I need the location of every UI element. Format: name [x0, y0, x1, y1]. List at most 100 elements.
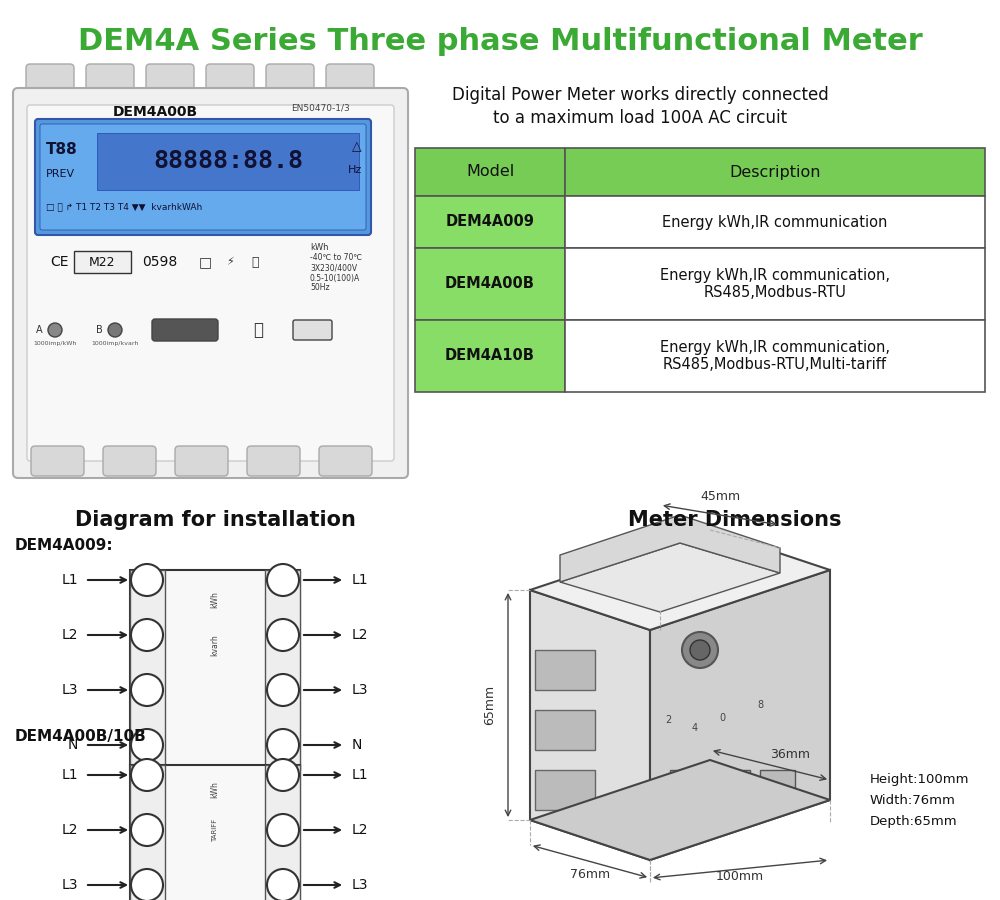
- Text: kWh: kWh: [210, 591, 220, 608]
- Circle shape: [131, 674, 163, 706]
- Bar: [565, 248, 985, 320]
- Circle shape: [131, 619, 163, 651]
- Text: Energy kWh,IR communication,
RS485,Modbus-RTU,Multi-tariff: Energy kWh,IR communication, RS485,Modbu…: [660, 340, 890, 373]
- Text: kWh: kWh: [210, 781, 220, 798]
- Text: Ⓑ: Ⓑ: [251, 256, 259, 268]
- FancyBboxPatch shape: [266, 64, 314, 94]
- Circle shape: [267, 729, 299, 761]
- Circle shape: [682, 632, 718, 668]
- FancyBboxPatch shape: [247, 446, 300, 476]
- Text: 88888:88.8: 88888:88.8: [153, 149, 303, 174]
- Text: N: N: [68, 738, 78, 752]
- FancyBboxPatch shape: [86, 64, 134, 94]
- Text: 《: 《: [253, 321, 263, 339]
- Text: 1000imp/kvarh: 1000imp/kvarh: [91, 341, 139, 346]
- Text: T88: T88: [46, 142, 78, 157]
- Bar: [535, 650, 595, 690]
- Circle shape: [267, 674, 299, 706]
- Bar: [565, 148, 985, 196]
- FancyBboxPatch shape: [97, 133, 359, 190]
- Text: Digital Power Meter works directly connected: Digital Power Meter works directly conne…: [452, 86, 828, 104]
- FancyBboxPatch shape: [74, 251, 131, 273]
- FancyBboxPatch shape: [31, 446, 84, 476]
- Bar: [130, 570, 165, 770]
- Circle shape: [267, 619, 299, 651]
- Circle shape: [131, 759, 163, 791]
- Text: 50Hz: 50Hz: [310, 284, 330, 292]
- Text: EN50470-1/3: EN50470-1/3: [291, 104, 350, 112]
- Text: L1: L1: [352, 768, 369, 782]
- Text: DEM4A00B: DEM4A00B: [445, 276, 535, 292]
- Text: A: A: [36, 325, 43, 335]
- Bar: [265, 765, 300, 900]
- Bar: [565, 320, 985, 392]
- Text: L3: L3: [352, 878, 368, 892]
- Text: 0: 0: [719, 713, 725, 723]
- Polygon shape: [530, 760, 830, 860]
- Text: 8: 8: [757, 700, 763, 710]
- Text: Energy kWh,IR communication,
RS485,Modbus-RTU: Energy kWh,IR communication, RS485,Modbu…: [660, 268, 890, 301]
- Text: L3: L3: [352, 683, 368, 697]
- FancyBboxPatch shape: [175, 446, 228, 476]
- Polygon shape: [530, 530, 830, 630]
- Text: □: □: [198, 255, 212, 269]
- Text: to a maximum load 100A AC circuit: to a maximum load 100A AC circuit: [493, 109, 787, 127]
- Bar: [130, 765, 300, 900]
- FancyBboxPatch shape: [103, 446, 156, 476]
- Text: 65mm: 65mm: [484, 685, 496, 725]
- Text: Description: Description: [729, 165, 821, 179]
- Polygon shape: [650, 570, 830, 860]
- FancyBboxPatch shape: [146, 64, 194, 94]
- Text: 45mm: 45mm: [700, 491, 740, 503]
- Bar: [265, 570, 300, 770]
- Bar: [535, 770, 595, 810]
- Text: 3X230/400V: 3X230/400V: [310, 264, 357, 273]
- Text: L2: L2: [62, 823, 78, 837]
- Text: 100mm: 100mm: [716, 870, 764, 884]
- Text: L3: L3: [62, 878, 78, 892]
- Text: DEM4A00B: DEM4A00B: [112, 105, 198, 119]
- FancyBboxPatch shape: [35, 119, 371, 235]
- Text: Model: Model: [466, 165, 514, 179]
- Text: B: B: [96, 325, 103, 335]
- Circle shape: [131, 564, 163, 596]
- Text: L2: L2: [352, 823, 368, 837]
- Bar: [130, 765, 165, 900]
- Text: kWh: kWh: [310, 244, 328, 253]
- FancyBboxPatch shape: [326, 64, 374, 94]
- Text: kvarh: kvarh: [210, 634, 220, 656]
- Text: Height:100mm
Width:76mm
Depth:65mm: Height:100mm Width:76mm Depth:65mm: [870, 772, 970, 827]
- Bar: [670, 770, 705, 800]
- Text: Meter Dimensions: Meter Dimensions: [628, 510, 842, 530]
- FancyBboxPatch shape: [40, 124, 366, 230]
- Text: 0598: 0598: [142, 255, 177, 269]
- Circle shape: [267, 814, 299, 846]
- Text: PREV: PREV: [46, 169, 75, 179]
- Text: Energy kWh,IR communication: Energy kWh,IR communication: [662, 214, 888, 230]
- Bar: [535, 710, 595, 750]
- Text: 0.5-10(100)A: 0.5-10(100)A: [310, 274, 360, 283]
- Text: DEM4A10B: DEM4A10B: [445, 348, 535, 364]
- Text: DEM4A Series Three phase Multifunctional Meter: DEM4A Series Three phase Multifunctional…: [78, 28, 922, 57]
- Text: ⚡: ⚡: [226, 257, 234, 267]
- Text: L1: L1: [61, 573, 78, 587]
- Text: 4: 4: [692, 723, 698, 733]
- Bar: [415, 248, 565, 320]
- Text: Diagram for installation: Diagram for installation: [75, 510, 355, 530]
- Text: DEM4A009: DEM4A009: [446, 214, 534, 230]
- FancyBboxPatch shape: [27, 105, 394, 461]
- Circle shape: [108, 323, 122, 337]
- Circle shape: [48, 323, 62, 337]
- Bar: [130, 570, 300, 770]
- Text: M22: M22: [89, 256, 115, 268]
- FancyBboxPatch shape: [293, 320, 332, 340]
- Text: DEM4A00B/10B: DEM4A00B/10B: [15, 730, 147, 744]
- Text: L1: L1: [61, 768, 78, 782]
- Bar: [760, 770, 795, 800]
- Text: TARIFF: TARIFF: [212, 818, 218, 842]
- Text: L2: L2: [62, 628, 78, 642]
- FancyBboxPatch shape: [152, 319, 218, 341]
- Bar: [715, 770, 750, 800]
- Circle shape: [131, 729, 163, 761]
- Text: N: N: [352, 738, 362, 752]
